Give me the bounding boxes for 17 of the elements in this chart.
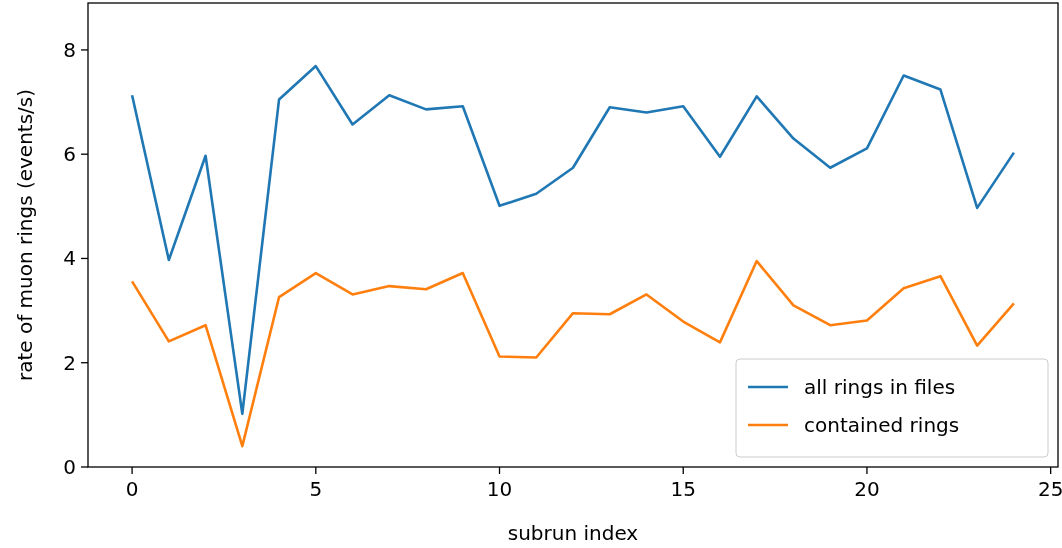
x-tick-label: 20 (854, 477, 880, 501)
y-axis-title: rate of muon rings (events/s) (13, 88, 37, 382)
line-series (130, 259, 1016, 448)
x-tick-label: 10 (486, 477, 513, 501)
y-tick-label: 6 (63, 142, 76, 167)
x-tick-label: 5 (309, 477, 323, 501)
x-tick-label: 15 (670, 477, 696, 501)
x-axis-title: subrun index (507, 521, 639, 545)
y-tick-label: 2 (63, 350, 76, 375)
x-tick-label: 0 (125, 477, 139, 501)
y-tick-label: 4 (63, 246, 76, 271)
legend-label: contained rings (804, 413, 960, 437)
line-series (130, 64, 1016, 416)
y-tick-label: 0 (63, 455, 76, 479)
legend-label: all rings in files (804, 375, 956, 399)
x-tick-label: 25 (1037, 477, 1062, 501)
y-tick-label: 8 (63, 37, 76, 62)
